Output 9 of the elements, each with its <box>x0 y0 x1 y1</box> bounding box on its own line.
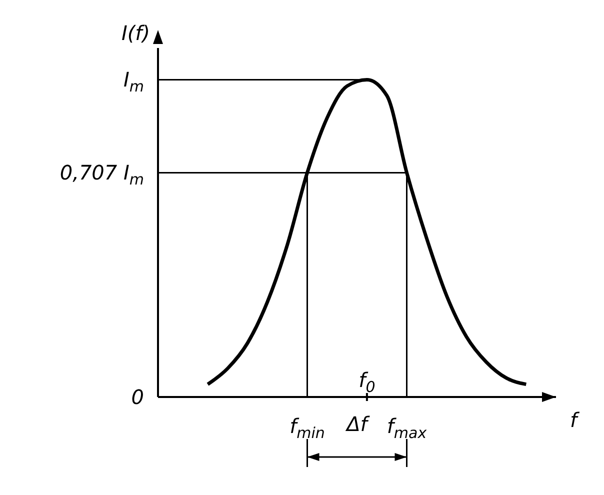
x-tick-label: f$_{min}$ <box>290 414 325 442</box>
y-axis-title: I(f) <box>121 21 150 45</box>
y-tick-label: 0,707 I$_{m}$ <box>60 160 144 188</box>
y-tick-label: I$_{m}$ <box>123 68 144 96</box>
x-tick-label: f$_{0}$ <box>358 368 376 396</box>
x-tick-label: f$_{max}$ <box>386 414 427 442</box>
x-axis-title: f <box>570 408 580 432</box>
text: Δf <box>344 412 370 436</box>
y-tick-label: 0 <box>131 385 144 409</box>
